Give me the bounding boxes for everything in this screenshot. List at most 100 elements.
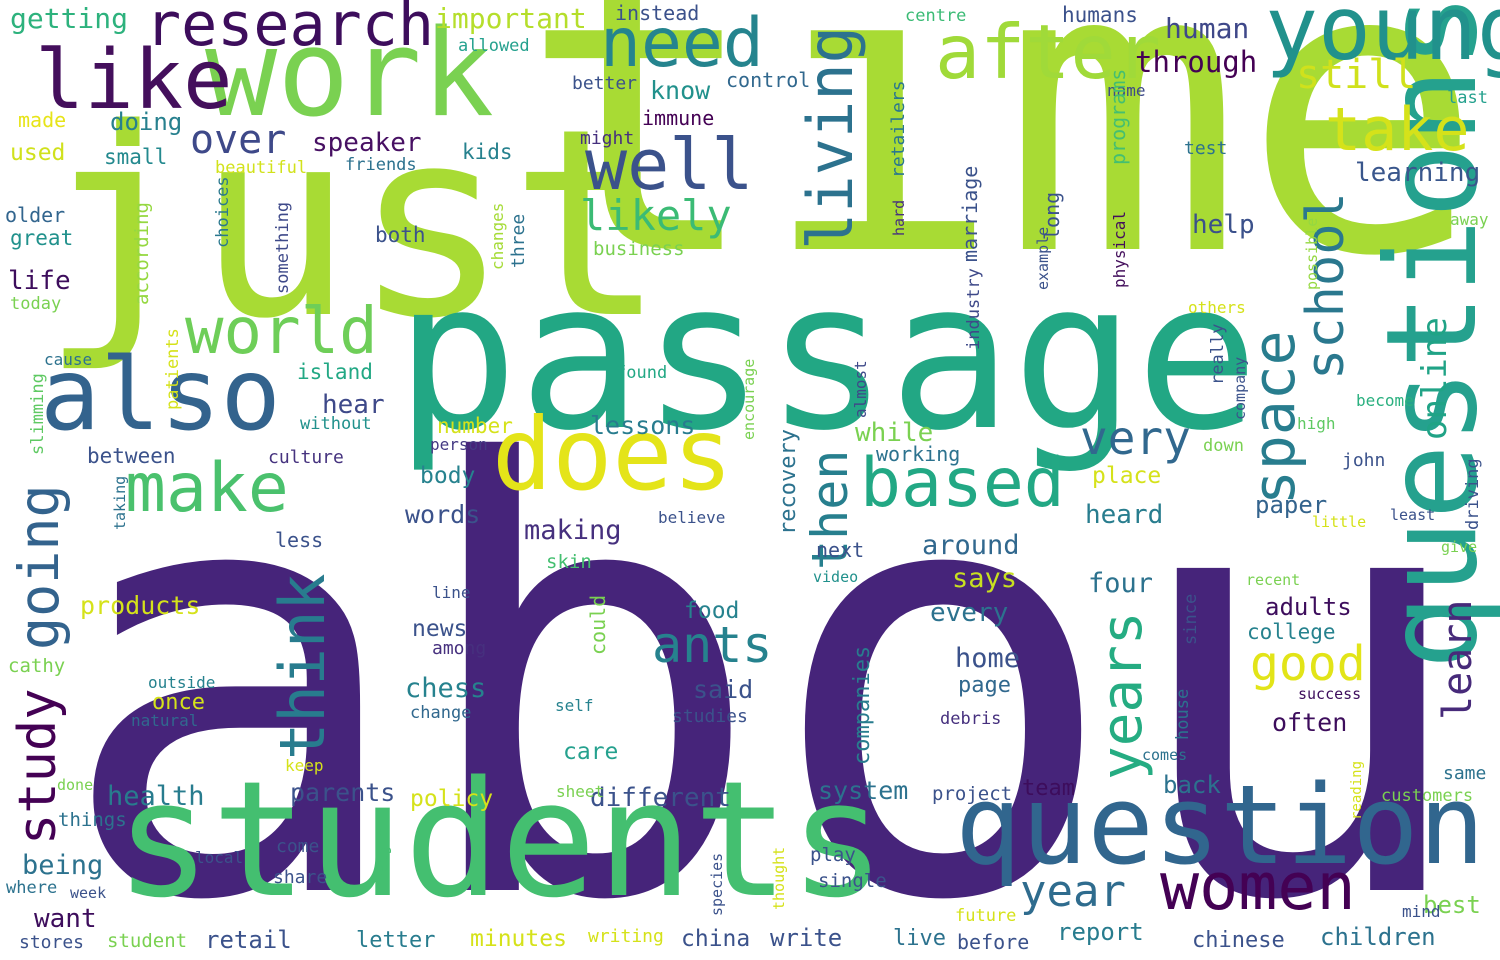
word-home: home — [955, 643, 1021, 674]
word-could: could — [586, 594, 610, 655]
word-might: might — [580, 128, 635, 149]
word-different: different — [590, 783, 731, 813]
word-college: college — [1247, 620, 1336, 644]
word-species: species — [708, 852, 726, 916]
word-island: island — [297, 360, 373, 384]
word-want: want — [34, 904, 97, 934]
word-while: while — [855, 418, 934, 448]
word-industry: industry — [964, 268, 984, 350]
word-making: making — [524, 515, 622, 546]
word-play: play — [810, 844, 856, 866]
word-possible: possible — [1303, 217, 1321, 290]
word-taking: taking — [111, 475, 129, 530]
word-live: live — [893, 926, 946, 951]
word-system: system — [818, 776, 909, 805]
word-write: write — [770, 924, 843, 952]
word-after: after — [935, 8, 1161, 96]
word-based: based — [860, 444, 1065, 523]
word-customers: customers — [1381, 786, 1474, 806]
word-student: student — [107, 930, 188, 952]
word-older: older — [5, 203, 66, 227]
word-make: make — [125, 449, 289, 528]
word-among: among — [432, 638, 487, 659]
word-also: also — [40, 336, 281, 453]
word-retail: retail — [205, 926, 292, 954]
word-often: often — [1272, 708, 1348, 737]
word-name: name — [1107, 81, 1146, 100]
word-before: before — [957, 930, 1030, 954]
word-patients: patients — [163, 328, 183, 410]
word-lessons: lessons — [590, 411, 696, 440]
word-know: know — [650, 76, 711, 105]
word-working: working — [876, 442, 961, 466]
word-least: least — [1390, 506, 1436, 524]
word-things: things — [58, 809, 127, 831]
word-getting: getting — [10, 2, 129, 35]
word-around: around — [922, 530, 1020, 561]
word-says: says — [952, 563, 1018, 594]
word-cathy: cathy — [8, 655, 66, 677]
word-allowed: allowed — [458, 36, 530, 56]
word-success: success — [1298, 685, 1362, 703]
word-share: share — [273, 867, 328, 888]
word-marriage: marriage — [958, 165, 982, 262]
word-speaker: speaker — [312, 128, 422, 158]
word-natural: natural — [131, 711, 199, 730]
word-driving: driving — [1463, 458, 1483, 530]
word-learn: learn — [1435, 599, 1481, 720]
word-minutes: minutes — [470, 926, 567, 952]
word-world: world — [185, 295, 378, 369]
word-change: change — [410, 703, 472, 723]
word-chinese: chinese — [1192, 928, 1285, 953]
word-hear: hear — [322, 390, 385, 420]
word-food: food — [684, 598, 740, 624]
word-small: small — [104, 145, 168, 169]
word-made: made — [18, 108, 67, 132]
word-children: children — [1320, 923, 1436, 951]
word-over: over — [190, 117, 287, 163]
word-sheet: sheet — [556, 782, 605, 801]
word-test: test — [1184, 138, 1228, 159]
word-comes: comes — [1142, 746, 1188, 764]
word-humans: humans — [1062, 3, 1138, 27]
word-going: going — [7, 484, 71, 650]
word-choices: choices — [213, 176, 233, 248]
word-help: help — [1192, 210, 1255, 240]
word-life: life — [8, 266, 71, 296]
word-centre: centre — [905, 6, 967, 26]
word-take: take — [1325, 95, 1470, 165]
word-without: without — [300, 414, 372, 434]
word-used: used — [10, 140, 66, 166]
word-women: women — [1160, 850, 1356, 925]
word-learning: learning — [1355, 158, 1481, 188]
word-reading: reading — [1349, 760, 1365, 820]
word-year: year — [1020, 866, 1126, 917]
word-instead: instead — [615, 1, 700, 25]
word-example: example — [1034, 226, 1052, 290]
word-work: work — [205, 5, 494, 144]
word-keep: keep — [285, 756, 324, 775]
word-mind: mind — [1402, 902, 1441, 921]
word-give: give — [1441, 538, 1478, 556]
word-next: next — [816, 538, 865, 562]
word-physical: physical — [1110, 210, 1129, 288]
word-need: need — [600, 4, 764, 83]
word-likely: likely — [580, 191, 732, 240]
word-paper: paper — [1255, 491, 1328, 519]
word-according: according — [131, 202, 153, 305]
word-john: john — [1342, 450, 1386, 471]
word-last: last — [1447, 88, 1488, 108]
word-recovery: recovery — [776, 429, 801, 535]
word-little: little — [1312, 513, 1367, 531]
word-encourage: encourage — [740, 358, 758, 440]
word-better: better — [572, 73, 638, 94]
word-think: think — [266, 573, 339, 760]
word-good: good — [1250, 636, 1366, 692]
word-page: page — [958, 673, 1011, 698]
word-study: study — [8, 688, 68, 845]
word-skin: skin — [546, 551, 592, 573]
word-team: team — [1022, 776, 1075, 801]
word-heard: heard — [1085, 500, 1164, 530]
word-video: video — [813, 568, 859, 586]
